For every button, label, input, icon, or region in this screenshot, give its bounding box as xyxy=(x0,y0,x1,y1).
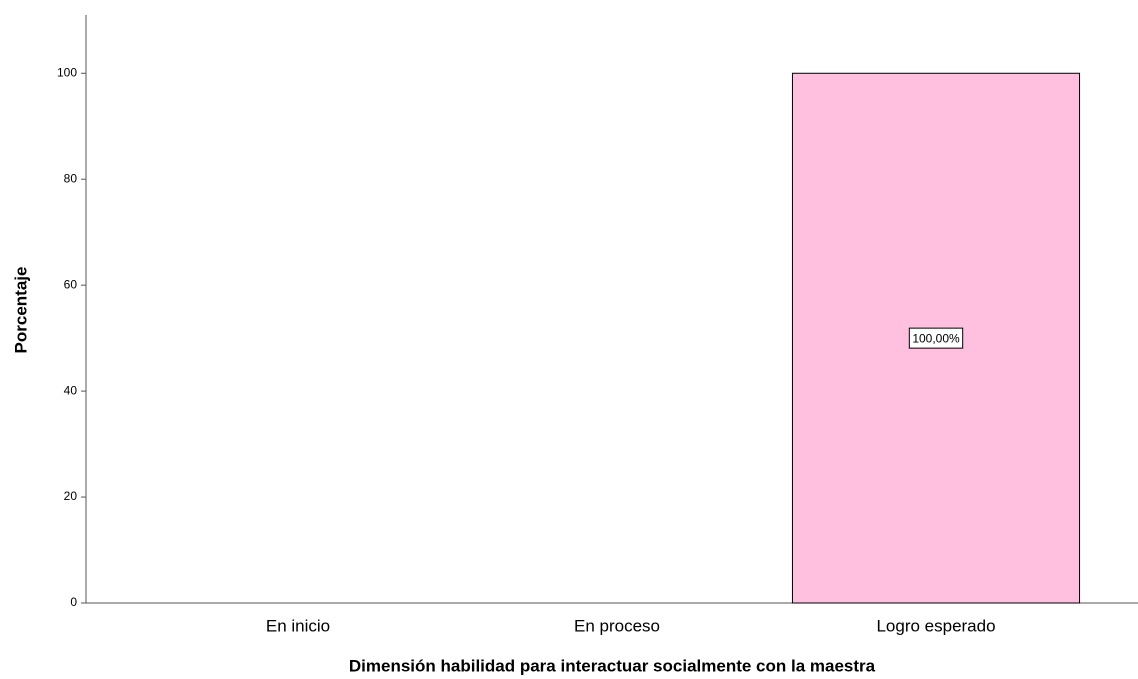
y-tick-label: 40 xyxy=(64,383,78,397)
y-tick-label: 100 xyxy=(57,65,77,79)
y-tick-label: 60 xyxy=(64,277,78,291)
y-tick-label: 80 xyxy=(64,171,78,185)
y-tick-label: 20 xyxy=(64,489,78,503)
value-label-box xyxy=(908,327,964,349)
x-tick-label: En inicio xyxy=(266,616,330,635)
y-axis-title: Porcentaje xyxy=(11,267,30,354)
value-label: 100,00% xyxy=(912,331,960,345)
x-tick-label: En proceso xyxy=(574,616,660,635)
y-tick-label: 0 xyxy=(70,595,77,609)
x-tick-label: Logro esperado xyxy=(876,616,995,635)
x-axis-title: Dimensión habilidad para interactuar soc… xyxy=(349,656,876,675)
